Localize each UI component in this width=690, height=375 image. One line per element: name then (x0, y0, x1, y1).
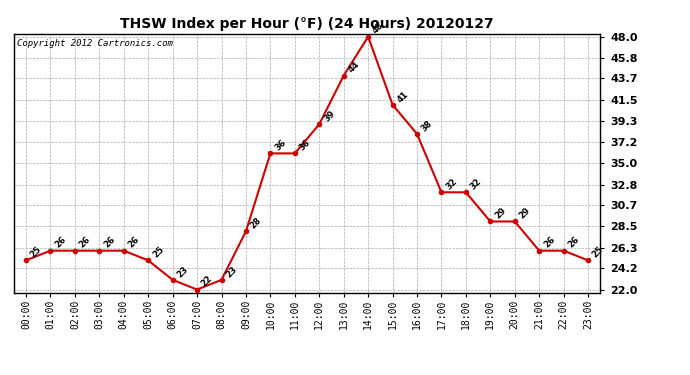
Text: 36: 36 (297, 138, 312, 153)
Text: 44: 44 (346, 60, 361, 75)
Text: 29: 29 (518, 206, 532, 221)
Text: 25: 25 (151, 245, 166, 260)
Text: 25: 25 (591, 245, 606, 260)
Text: 23: 23 (175, 264, 190, 279)
Text: 36: 36 (273, 138, 288, 153)
Text: 48: 48 (371, 21, 386, 36)
Text: 26: 26 (53, 235, 68, 250)
Text: 38: 38 (420, 118, 434, 133)
Text: 26: 26 (78, 235, 92, 250)
Text: 41: 41 (395, 89, 410, 104)
Text: 22: 22 (200, 274, 215, 289)
Text: 28: 28 (248, 216, 264, 231)
Text: 23: 23 (224, 264, 239, 279)
Text: 32: 32 (469, 177, 483, 192)
Title: THSW Index per Hour (°F) (24 Hours) 20120127: THSW Index per Hour (°F) (24 Hours) 2012… (120, 17, 494, 31)
Text: 26: 26 (102, 235, 117, 250)
Text: 26: 26 (126, 235, 141, 250)
Text: 26: 26 (542, 235, 557, 250)
Text: Copyright 2012 Cartronics.com: Copyright 2012 Cartronics.com (17, 39, 172, 48)
Text: 39: 39 (322, 109, 337, 123)
Text: 26: 26 (566, 235, 581, 250)
Text: 29: 29 (493, 206, 508, 221)
Text: 25: 25 (29, 245, 43, 260)
Text: 32: 32 (444, 177, 459, 192)
